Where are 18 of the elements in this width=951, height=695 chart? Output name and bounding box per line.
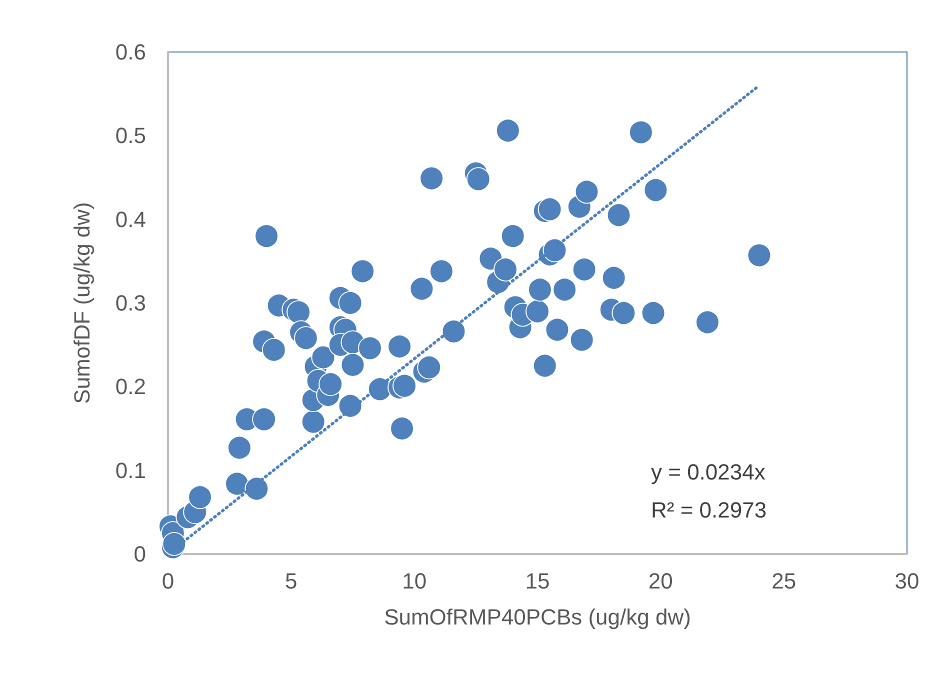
x-tick-label: 20 <box>648 568 673 594</box>
y-tick-label: 0.5 <box>115 123 146 148</box>
x-axis-title: SumOfRMP40PCBs (ug/kg dw) <box>384 604 691 630</box>
x-tick-label: 25 <box>772 568 796 594</box>
y-tick-label: 0.6 <box>115 40 146 64</box>
annotation: R² = 0.2973 <box>651 498 767 522</box>
y-tick-label: 0 <box>134 542 146 566</box>
y-tick-label: 0.2 <box>115 374 146 400</box>
x-tick-label: 0 <box>162 568 174 594</box>
annotation: y = 0.0234x <box>651 460 766 484</box>
y-tick-label: 0.4 <box>115 206 146 232</box>
x-tick-label: 15 <box>525 568 550 594</box>
y-axis-title: SumofDF (ug/kg dw) <box>70 202 94 404</box>
x-tick-label: 5 <box>285 568 298 594</box>
x-tick-label: 10 <box>402 568 427 594</box>
y-tick-label: 0.1 <box>115 458 146 483</box>
x-tick-label: 30 <box>894 568 920 594</box>
y-tick-label: 0.3 <box>115 290 146 316</box>
